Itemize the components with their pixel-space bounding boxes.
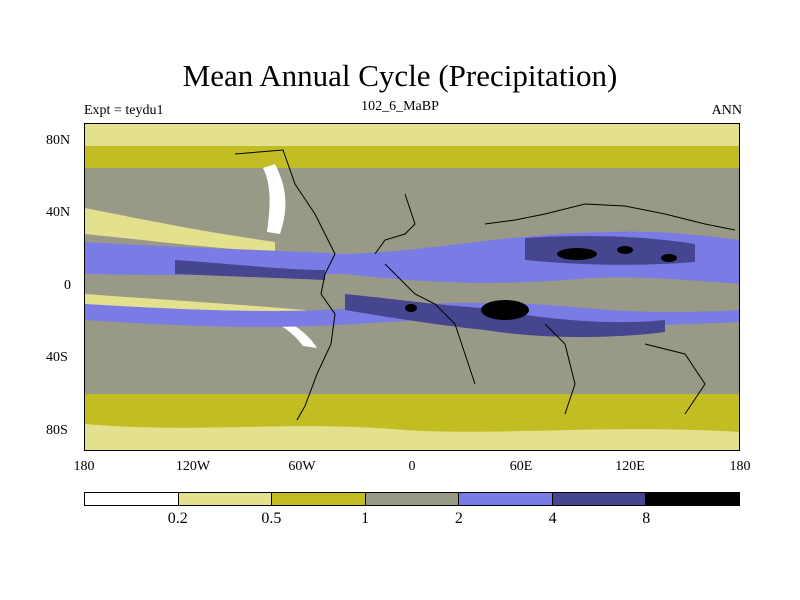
north-band-pale bbox=[85, 124, 739, 146]
colorbar-label-0: 0.2 bbox=[167, 510, 188, 527]
dry-zone-south-america bbox=[281, 320, 317, 348]
colorbar-box-2 bbox=[272, 493, 366, 505]
lat-tick-80n: 80N bbox=[46, 133, 71, 148]
precipitation-map bbox=[84, 123, 740, 451]
lat-tick-0: 0 bbox=[64, 278, 71, 293]
colorbar-label-1: 0.5 bbox=[261, 510, 282, 527]
colorbar-box-4 bbox=[459, 493, 553, 505]
colorbar-box-0 bbox=[85, 493, 179, 505]
season-label: ANN bbox=[711, 103, 742, 118]
heavy-rain-core-3 bbox=[617, 246, 633, 254]
lon-tick-120e: 120E bbox=[615, 459, 645, 474]
lon-tick-60w: 60W bbox=[288, 459, 316, 474]
colorbar-box-6 bbox=[646, 493, 740, 505]
colorbar-label-5: 8 bbox=[642, 510, 651, 527]
contour-field bbox=[85, 124, 739, 450]
lon-tick-180e: 180 bbox=[729, 459, 751, 474]
pacific-wet-core bbox=[175, 260, 325, 280]
colorbar-box-3 bbox=[365, 493, 460, 505]
lon-tick-60e: 60E bbox=[509, 459, 533, 474]
experiment-label: Expt = teydu1 bbox=[84, 103, 164, 118]
south-band-pale bbox=[85, 424, 739, 450]
heavy-rain-core-4 bbox=[661, 254, 677, 262]
heavy-rain-core-1 bbox=[481, 300, 529, 320]
case-label: 102_6_MaBP bbox=[361, 99, 439, 114]
heavy-rain-core-2 bbox=[557, 248, 597, 260]
plot-title: Mean Annual Cycle (Precipitation) bbox=[182, 58, 618, 93]
lon-tick-0: 0 bbox=[408, 459, 416, 474]
north-subtrop-pale bbox=[85, 208, 275, 252]
colorbar-box-5 bbox=[552, 493, 647, 505]
lat-tick-40n: 40N bbox=[46, 205, 71, 220]
coastlines bbox=[234, 149, 736, 421]
lon-tick-120w: 120W bbox=[175, 459, 211, 474]
lat-tick-40s: 40S bbox=[46, 350, 68, 365]
dry-zone-north-america bbox=[263, 164, 286, 234]
colorbar bbox=[84, 492, 740, 506]
lon-tick-180w: 180 bbox=[73, 459, 95, 474]
colorbar-label-2: 1 bbox=[361, 510, 370, 527]
heavy-rain-core-5 bbox=[405, 304, 417, 312]
colorbar-label-4: 4 bbox=[548, 510, 557, 527]
colorbar-box-1 bbox=[178, 493, 273, 505]
lat-tick-80s: 80S bbox=[46, 423, 68, 438]
colorbar-label-3: 2 bbox=[454, 510, 463, 527]
